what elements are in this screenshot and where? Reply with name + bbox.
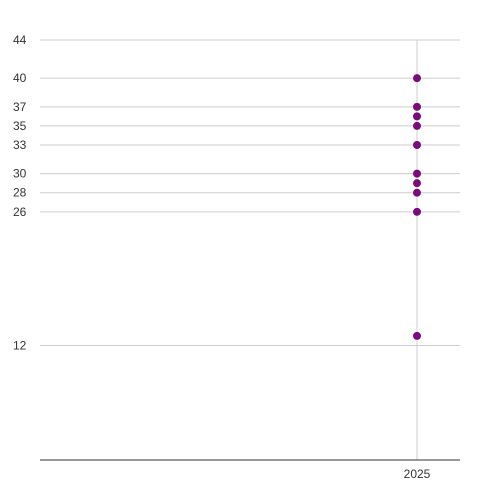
y-tick-label-44: 44 — [13, 33, 27, 47]
gridlines — [40, 39, 460, 346]
y-tick-label-33: 33 — [13, 138, 27, 152]
data-point-40[interactable] — [413, 74, 421, 83]
y-tick-label-35: 35 — [13, 119, 27, 133]
data-point-29[interactable] — [413, 179, 421, 188]
y-tick-label-28: 28 — [13, 186, 27, 200]
y-tick-label-30: 30 — [13, 167, 27, 181]
data-point-28[interactable] — [413, 188, 421, 197]
data-point-33[interactable] — [413, 141, 421, 149]
data-point-36[interactable] — [413, 112, 421, 121]
data-point-37[interactable] — [413, 102, 421, 111]
x-tick-label-2025: 2025 — [404, 467, 431, 481]
y-axis-tick-labels: 44 40 37 35 33 30 28 26 12 — [13, 33, 27, 352]
data-point-30[interactable] — [413, 169, 421, 178]
y-tick-label-12: 12 — [13, 338, 27, 352]
y-tick-label-37: 37 — [13, 100, 27, 114]
data-points — [413, 74, 421, 340]
y-tick-label-40: 40 — [13, 71, 27, 85]
data-point-35[interactable] — [413, 121, 421, 130]
y-tick-label-26: 26 — [13, 205, 27, 219]
data-point-13[interactable] — [413, 331, 421, 340]
data-point-26[interactable] — [413, 207, 421, 216]
